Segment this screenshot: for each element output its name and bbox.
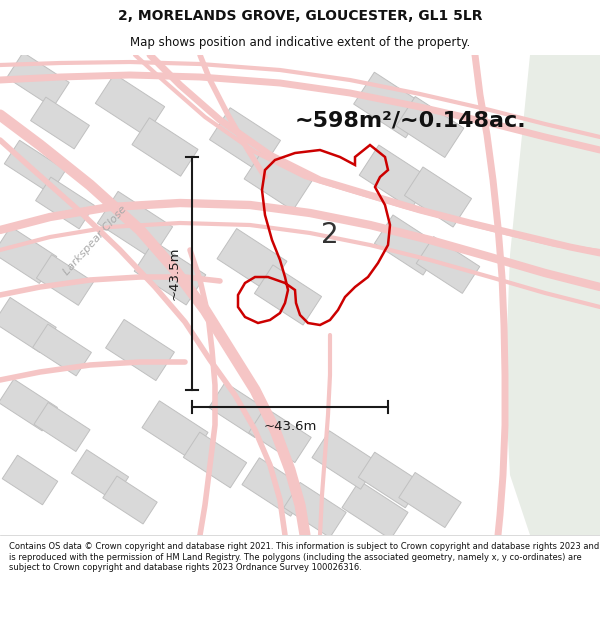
Bar: [37, 254, 94, 306]
Bar: [244, 149, 312, 211]
Text: ~43.6m: ~43.6m: [263, 421, 317, 434]
Bar: [2, 455, 58, 505]
Bar: [404, 167, 472, 227]
Bar: [103, 476, 157, 524]
Bar: [4, 140, 65, 194]
Bar: [217, 229, 287, 291]
Bar: [0, 227, 57, 283]
Bar: [97, 191, 173, 259]
Bar: [209, 382, 271, 438]
Polygon shape: [505, 55, 600, 535]
Bar: [142, 401, 208, 459]
Bar: [312, 431, 378, 489]
Bar: [396, 96, 464, 158]
Bar: [374, 215, 442, 275]
Bar: [184, 432, 247, 488]
Bar: [7, 52, 69, 107]
Bar: [0, 298, 56, 352]
Bar: [284, 482, 346, 538]
Text: Map shows position and indicative extent of the property.: Map shows position and indicative extent…: [130, 36, 470, 49]
Bar: [71, 449, 128, 501]
Bar: [209, 107, 281, 172]
Text: 2: 2: [321, 221, 339, 249]
Bar: [31, 97, 89, 149]
Bar: [399, 472, 461, 528]
Text: ~43.5m: ~43.5m: [167, 247, 181, 300]
Bar: [342, 481, 408, 539]
Bar: [35, 177, 94, 229]
Bar: [416, 237, 480, 293]
Bar: [34, 402, 90, 451]
Bar: [359, 145, 431, 209]
Bar: [249, 408, 311, 462]
Text: Contains OS data © Crown copyright and database right 2021. This information is : Contains OS data © Crown copyright and d…: [9, 542, 599, 572]
Bar: [106, 319, 175, 381]
Text: Larkspear Close: Larkspear Close: [61, 204, 128, 276]
Bar: [254, 265, 322, 325]
Bar: [353, 72, 427, 138]
Bar: [134, 241, 206, 305]
Bar: [95, 74, 164, 136]
Bar: [358, 452, 422, 508]
Text: 2, MORELANDS GROVE, GLOUCESTER, GL1 5LR: 2, MORELANDS GROVE, GLOUCESTER, GL1 5LR: [118, 9, 482, 24]
Bar: [132, 118, 198, 176]
Bar: [242, 458, 308, 516]
Bar: [32, 324, 91, 376]
Bar: [0, 379, 58, 431]
Text: ~598m²/~0.148ac.: ~598m²/~0.148ac.: [295, 110, 527, 130]
